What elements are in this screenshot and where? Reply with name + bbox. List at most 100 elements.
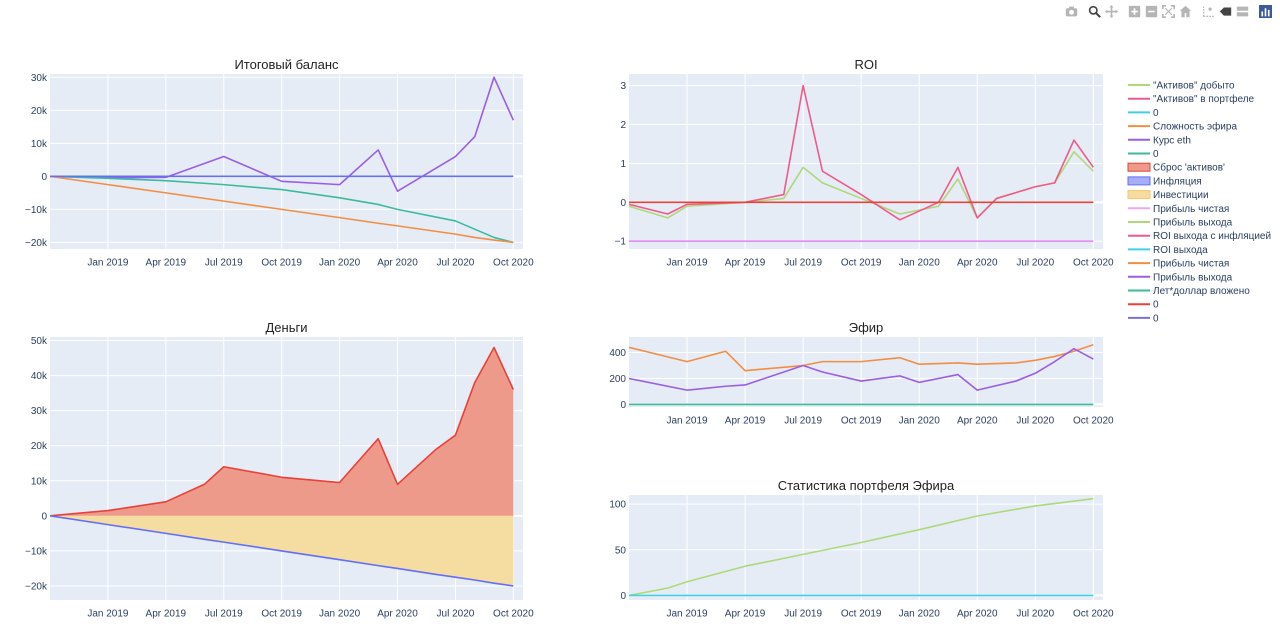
zoom-out-button[interactable] [1143, 3, 1160, 19]
hover-closest-button[interactable] [1217, 3, 1234, 19]
y-tick-label: 30k [31, 73, 48, 84]
legend-label: Инвестиции [1153, 190, 1209, 201]
legend-label: 0 [1153, 149, 1159, 160]
legend-swatch [1127, 190, 1151, 200]
legend-item[interactable]: Прибыль чистая [1128, 258, 1229, 270]
chart-title: Эфир [849, 320, 884, 335]
legend-item[interactable]: Лет*доллар вложено [1128, 286, 1250, 297]
legend-item[interactable]: Инфляция [1127, 175, 1202, 187]
plot-area [50, 74, 523, 249]
x-tick-label: Apr 2019 [725, 257, 766, 268]
y-tick-label: 50k [31, 336, 48, 347]
legend-item[interactable]: 0 [1128, 313, 1159, 324]
x-tick-label: Jan 2019 [87, 257, 129, 268]
x-tick-label: Oct 2020 [1073, 608, 1114, 619]
camera-button[interactable] [1063, 3, 1080, 19]
plot-area [629, 337, 1103, 407]
legend-item[interactable]: Прибыль выхода [1128, 271, 1233, 283]
y-tick-label: 3 [620, 81, 626, 92]
pan-button[interactable] [1103, 3, 1120, 19]
y-tick-label: 0 [620, 198, 626, 209]
pan-icon [1105, 4, 1118, 18]
x-tick-label: Oct 2020 [1073, 415, 1114, 426]
legend-label: Прибыль чистая [1153, 203, 1229, 215]
legend-item[interactable]: Прибыль чистая [1128, 203, 1229, 215]
legend-label: Сложность эфира [1153, 121, 1237, 133]
modebar [1063, 3, 1274, 19]
x-tick-label: Jul 2019 [784, 415, 822, 426]
legend-swatch [1127, 162, 1151, 172]
x-tick-label: Jan 2019 [666, 608, 708, 619]
chart-5: Jan 2019 Apr 2019 Jul 2019 Oct 2019 Jan 2020… [609, 478, 1114, 619]
autoscale-button[interactable] [1160, 3, 1177, 19]
legend-swatch [1127, 176, 1151, 186]
x-tick-label: Jan 2019 [666, 415, 708, 426]
legend-item[interactable]: Прибыль выхода [1128, 217, 1233, 229]
x-tick-label: Jul 2020 [1016, 257, 1054, 268]
legend-label: ROI выхода с инфляцией [1153, 230, 1271, 242]
hover-compare-button[interactable] [1234, 3, 1251, 19]
x-tick-label: Apr 2020 [957, 608, 998, 619]
x-tick-label: Jul 2019 [205, 257, 243, 268]
y-tick-label: 40k [31, 371, 48, 382]
legend-item[interactable]: Курс eth [1128, 135, 1191, 146]
legend-label: 0 [1153, 108, 1159, 119]
chart-title: Статистика портфеля Эфира [778, 478, 955, 493]
y-tick-label: 0 [620, 591, 626, 602]
series-line-1 [50, 76, 515, 193]
plotly-logo-icon [1259, 4, 1272, 18]
x-tick-label: Jul 2020 [437, 608, 475, 619]
x-tick-label: Oct 2019 [261, 608, 302, 619]
reset-axes-icon [1179, 5, 1192, 17]
x-tick-label: Oct 2019 [841, 415, 882, 426]
plotly-logo-button[interactable] [1257, 3, 1274, 19]
y-tick-label: −1 [615, 237, 627, 248]
legend-item[interactable]: "Активов" добыто [1128, 80, 1235, 92]
y-tick-label: 0 [620, 400, 626, 411]
series-line-2 [629, 347, 1094, 391]
series-line-1 [50, 346, 515, 517]
legend-item[interactable]: ROI выхода с инфляцией [1128, 230, 1271, 242]
x-tick-label: Oct 2020 [493, 608, 534, 619]
x-tick-label: Jan 2019 [666, 257, 708, 268]
legend-item[interactable]: 0 [1128, 149, 1159, 160]
autoscale-icon [1162, 4, 1175, 18]
legend-item[interactable]: ROI выхода [1128, 245, 1208, 256]
x-tick-label: Jan 2020 [319, 257, 361, 268]
legend-label: Прибыль чистая [1153, 258, 1229, 270]
series-group [629, 344, 1094, 406]
zoom-button[interactable] [1086, 3, 1103, 19]
reset-axes-button[interactable] [1177, 3, 1194, 19]
legend-label: Сброс 'активов' [1153, 162, 1225, 174]
y-tick-label: 200 [609, 374, 626, 385]
legend-item[interactable]: Инвестиции [1127, 190, 1209, 201]
legend-item[interactable]: 0 [1128, 108, 1159, 119]
y-tick-label: 2 [620, 120, 626, 131]
legend-item[interactable]: "Активов" в портфеле [1128, 93, 1255, 105]
series-group [50, 76, 515, 244]
camera-icon [1065, 6, 1078, 16]
y-tick-label: 400 [609, 348, 626, 359]
x-tick-label: Apr 2020 [957, 257, 998, 268]
y-tick-label: −10k [25, 546, 48, 557]
series-line-2 [50, 515, 514, 587]
y-tick-label: −20k [25, 238, 48, 249]
x-tick-label: Apr 2019 [725, 608, 766, 619]
legend-label: "Активов" в портфеле [1153, 93, 1255, 105]
hover-compare-icon [1236, 6, 1249, 16]
area-fill-1 [50, 347, 514, 516]
y-tick-label: 30k [31, 406, 48, 417]
spike-lines-button[interactable] [1200, 3, 1217, 19]
x-tick-label: Jul 2019 [784, 257, 822, 268]
series-line-1 [629, 344, 1094, 372]
x-tick-label: Oct 2019 [841, 608, 882, 619]
legend-item[interactable]: 0 [1128, 300, 1159, 311]
legend-item[interactable]: Сброс 'активов' [1127, 162, 1225, 174]
zoom-in-button[interactable] [1126, 3, 1143, 19]
x-tick-label: Apr 2020 [957, 415, 998, 426]
zoom-icon [1088, 5, 1101, 18]
series-line-1 [629, 497, 1094, 597]
y-tick-label: 10k [31, 476, 48, 487]
legend-item[interactable]: Сложность эфира [1128, 121, 1237, 133]
